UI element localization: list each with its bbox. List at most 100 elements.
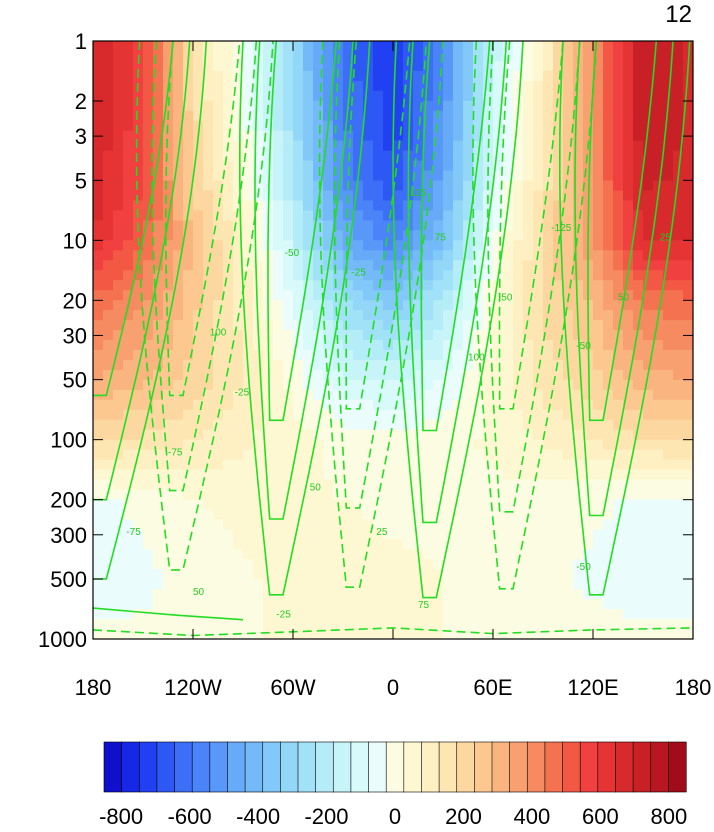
heatmap-cell <box>223 310 234 321</box>
heatmap-cell <box>313 170 324 182</box>
heatmap-cell <box>133 489 144 501</box>
heatmap-cell <box>243 429 254 441</box>
heatmap-cell <box>363 310 374 321</box>
heatmap-cell <box>223 609 234 620</box>
heatmap-cell <box>433 609 444 620</box>
heatmap-cell <box>173 290 184 301</box>
heatmap-cell <box>553 379 564 391</box>
heatmap-cell <box>643 549 654 560</box>
heatmap-cell <box>223 589 234 600</box>
heatmap-cell <box>363 240 374 251</box>
heatmap-cell <box>213 130 224 142</box>
heatmap-cell <box>643 180 654 192</box>
heatmap-cell <box>423 330 434 341</box>
colorbar-swatch <box>579 741 599 793</box>
heatmap-cell <box>223 399 234 411</box>
heatmap-cell <box>113 250 124 261</box>
heatmap-cell <box>603 100 614 112</box>
heatmap-cell <box>163 419 174 431</box>
heatmap-cell <box>113 409 124 421</box>
heatmap-cell <box>143 349 154 361</box>
heatmap-cell <box>683 619 693 630</box>
heatmap-cell <box>213 140 224 152</box>
heatmap-cell <box>433 150 444 162</box>
heatmap-cell <box>653 50 664 62</box>
heatmap-cell <box>363 589 374 600</box>
heatmap-cell <box>643 270 654 281</box>
heatmap-cell <box>523 120 534 132</box>
heatmap-cell <box>563 619 574 630</box>
heatmap-cell <box>593 210 604 221</box>
heatmap-cell <box>393 140 404 152</box>
heatmap-cell <box>123 519 134 530</box>
heatmap-cell <box>463 120 474 132</box>
heatmap-cell <box>233 80 244 92</box>
heatmap-cell <box>473 449 484 461</box>
heatmap-cell <box>293 60 304 72</box>
heatmap-cell <box>283 349 294 361</box>
heatmap-cell <box>473 300 484 311</box>
heatmap-cell <box>463 220 474 231</box>
heatmap-cell <box>233 170 244 182</box>
heatmap-cell <box>93 569 104 580</box>
heatmap-cell <box>123 569 134 580</box>
heatmap-cell <box>463 190 474 202</box>
heatmap-cell <box>113 41 124 52</box>
heatmap-cell <box>233 320 244 331</box>
heatmap-cell <box>423 539 434 550</box>
heatmap-cell <box>623 150 634 162</box>
heatmap-cell <box>413 429 424 441</box>
heatmap-cell <box>93 90 104 102</box>
heatmap-cell <box>363 300 374 311</box>
heatmap-cell <box>273 130 284 142</box>
heatmap-cell <box>263 459 274 471</box>
heatmap-cell <box>473 60 484 72</box>
heatmap-cell <box>483 479 494 491</box>
contour-value-label: -50 <box>576 341 591 352</box>
contour-line-positive <box>420 41 491 432</box>
heatmap-cell <box>313 579 324 590</box>
contour-line-negative <box>318 41 444 588</box>
heatmap-cell <box>393 70 404 82</box>
heatmap-cell <box>373 529 384 540</box>
heatmap-cell <box>253 170 264 182</box>
heatmap-cell <box>523 300 534 311</box>
heatmap-cell <box>333 280 344 291</box>
heatmap-cell <box>493 399 504 411</box>
heatmap-cell <box>503 70 514 82</box>
heatmap-cell <box>393 569 404 580</box>
heatmap-cell <box>453 330 464 341</box>
heatmap-cell <box>333 479 344 491</box>
heatmap-cell <box>533 399 544 411</box>
heatmap-cell <box>273 599 284 610</box>
heatmap-cell <box>643 449 654 461</box>
heatmap-cell <box>143 240 154 251</box>
heatmap-cell <box>473 499 484 511</box>
heatmap-cell <box>153 160 164 172</box>
heatmap-cell <box>113 130 124 142</box>
heatmap-cell <box>653 419 664 431</box>
heatmap-cell <box>633 190 644 202</box>
heatmap-cell <box>263 479 274 491</box>
heatmap-cell <box>103 60 114 72</box>
heatmap-cell <box>453 150 464 162</box>
heatmap-cell <box>343 519 354 530</box>
heatmap-cell <box>373 60 384 72</box>
heatmap-cell <box>313 190 324 202</box>
heatmap-cell <box>193 100 204 112</box>
heatmap-cell <box>533 140 544 152</box>
heatmap-cell <box>173 549 184 560</box>
heatmap-cell <box>263 549 274 560</box>
heatmap-cell <box>313 290 324 301</box>
heatmap-cell <box>293 429 304 441</box>
heatmap-cell <box>373 260 384 271</box>
heatmap-cell <box>303 529 314 540</box>
heatmap-cell <box>243 489 254 501</box>
heatmap-cell <box>663 230 674 241</box>
heatmap-cell <box>563 519 574 530</box>
heatmap-cell <box>283 559 294 570</box>
heatmap-cell <box>293 230 304 241</box>
heatmap-cell <box>233 399 244 411</box>
heatmap-cell <box>543 369 554 381</box>
heatmap-cell <box>383 619 394 630</box>
